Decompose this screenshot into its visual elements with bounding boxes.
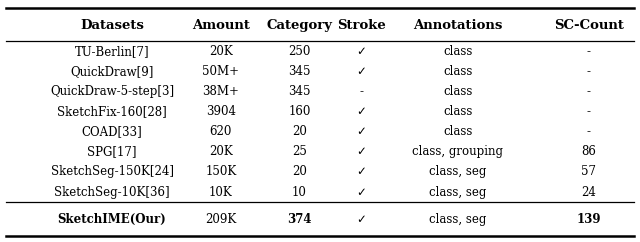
Text: Datasets: Datasets	[80, 19, 144, 32]
Text: 345: 345	[288, 85, 311, 98]
Text: 10: 10	[292, 186, 307, 198]
Text: -: -	[587, 105, 591, 118]
Text: 345: 345	[288, 65, 311, 78]
Text: 24: 24	[581, 186, 596, 198]
Text: 209K: 209K	[205, 212, 236, 226]
Text: COAD[33]: COAD[33]	[82, 125, 142, 138]
Text: class: class	[443, 125, 472, 138]
Text: ✓: ✓	[356, 145, 367, 158]
Text: class, grouping: class, grouping	[412, 145, 503, 158]
Text: ✓: ✓	[356, 125, 367, 138]
Text: SketchFix-160[28]: SketchFix-160[28]	[57, 105, 167, 118]
Text: 86: 86	[581, 145, 596, 158]
Text: TU-Berlin[7]: TU-Berlin[7]	[75, 45, 149, 58]
Text: ✓: ✓	[356, 186, 367, 198]
Text: class: class	[443, 85, 472, 98]
Text: ✓: ✓	[356, 45, 367, 58]
Text: 150K: 150K	[205, 165, 236, 178]
Text: class: class	[443, 65, 472, 78]
Text: SC-Count: SC-Count	[554, 19, 624, 32]
Text: 160: 160	[289, 105, 310, 118]
Text: class, seg: class, seg	[429, 212, 486, 226]
Text: 250: 250	[289, 45, 310, 58]
Text: SPG[17]: SPG[17]	[87, 145, 137, 158]
Text: class, seg: class, seg	[429, 165, 486, 178]
Text: ✓: ✓	[356, 65, 367, 78]
Text: 374: 374	[287, 212, 312, 226]
Text: 20K: 20K	[209, 145, 233, 158]
Text: ✓: ✓	[356, 212, 367, 226]
Text: 3904: 3904	[206, 105, 236, 118]
Text: 620: 620	[210, 125, 232, 138]
Text: -: -	[587, 65, 591, 78]
Text: class: class	[443, 45, 472, 58]
Text: ✓: ✓	[356, 165, 367, 178]
Text: 139: 139	[577, 212, 601, 226]
Text: SketchIME(Our): SketchIME(Our)	[58, 212, 166, 226]
Text: class, seg: class, seg	[429, 186, 486, 198]
Text: Stroke: Stroke	[337, 19, 386, 32]
Text: 57: 57	[581, 165, 596, 178]
Text: 10K: 10K	[209, 186, 233, 198]
Text: -: -	[587, 125, 591, 138]
Text: QuickDraw-5-step[3]: QuickDraw-5-step[3]	[50, 85, 174, 98]
Text: 20: 20	[292, 125, 307, 138]
Text: 38M+: 38M+	[202, 85, 239, 98]
Text: Amount: Amount	[192, 19, 250, 32]
Text: class: class	[443, 105, 472, 118]
Text: SketchSeg-10K[36]: SketchSeg-10K[36]	[54, 186, 170, 198]
Text: ✓: ✓	[356, 105, 367, 118]
Text: -: -	[587, 45, 591, 58]
Text: 20: 20	[292, 165, 307, 178]
Text: 20K: 20K	[209, 45, 233, 58]
Text: -: -	[360, 85, 364, 98]
Text: QuickDraw[9]: QuickDraw[9]	[70, 65, 154, 78]
Text: Category: Category	[266, 19, 333, 32]
Text: 50M+: 50M+	[202, 65, 239, 78]
Text: Annotations: Annotations	[413, 19, 502, 32]
Text: 25: 25	[292, 145, 307, 158]
Text: -: -	[587, 85, 591, 98]
Text: SketchSeg-150K[24]: SketchSeg-150K[24]	[51, 165, 173, 178]
